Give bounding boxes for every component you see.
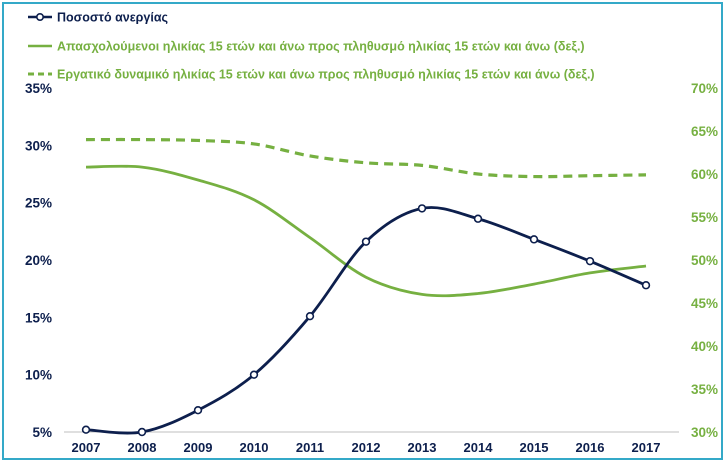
x-tick-label: 2008 [128,440,157,455]
right-tick-label: 40% [691,339,718,354]
left-tick-label: 25% [25,196,52,211]
right-tick-label: 70% [691,81,718,96]
legend-item-unemployment: Ποσοστό ανεργίας [28,11,168,25]
right-tick-label: 35% [691,382,718,397]
legend-label-unemployment: Ποσοστό ανεργίας [57,11,168,25]
x-tick-label: 2013 [408,440,437,455]
x-tick-label: 2017 [632,440,661,455]
right-tick-label: 55% [691,210,718,225]
right-tick-label: 30% [691,425,718,440]
x-axis: 2007 2008 2009 2010 2011 2012 2013 2014 2015 2016… [64,431,679,455]
data-point [585,256,595,266]
x-tick-label: 2011 [296,440,324,455]
left-tick-label: 20% [25,253,52,268]
x-tick-label: 2012 [352,440,381,455]
data-point [361,237,371,246]
left-tick-label: 10% [25,368,52,383]
right-tick-label: 45% [691,296,718,311]
x-tick-label: 2016 [576,440,605,455]
data-point [137,427,147,437]
legend-label-labour-force: Εργατικό δυναμικό ηλικίας 15 ετών και άν… [57,68,595,82]
x-tick-label: 2007 [72,440,101,455]
legend-item-labour-force: Εργατικό δυναμικό ηλικίας 15 ετών και άν… [28,68,595,82]
right-tick-label: 60% [691,167,718,182]
legend: Ποσοστό ανεργίας Απασχολούμενοι ηλικίας … [28,11,595,82]
left-axis: 5% 10% 15% 20% 25% 30% 35% [25,81,52,440]
left-tick-label: 35% [25,81,52,96]
data-point [417,204,427,213]
data-point [305,311,315,321]
series-line-0 [85,206,647,435]
data-point [81,425,91,434]
data-point [193,406,203,415]
data-point [641,281,651,290]
legend-item-employed: Απασχολούμενοι ηλικίας 15 ετών και άνω π… [28,40,585,54]
right-tick-label: 65% [691,124,718,139]
series-line-2 [85,137,647,179]
left-tick-label: 5% [32,425,52,440]
left-tick-label: 15% [25,310,52,325]
x-tick-label: 2015 [520,440,549,455]
x-tick-label: 2009 [184,440,213,455]
data-point [249,370,259,379]
legend-label-employed: Απασχολούμενοι ηλικίας 15 ετών και άνω π… [57,40,585,54]
left-tick-label: 30% [25,138,52,153]
data-point [529,235,539,244]
x-tick-label: 2010 [240,440,269,455]
right-tick-label: 50% [691,253,718,268]
line-chart: Ποσοστό ανεργίας Απασχολούμενοι ηλικίας … [25,11,718,456]
data-point [473,214,483,223]
x-tick-label: 2014 [464,440,494,455]
right-axis: 30% 35% 40% 45% 50% 55% 60% 65% 70% [691,81,718,440]
series-line-1 [85,164,647,298]
series-layer [81,137,651,437]
